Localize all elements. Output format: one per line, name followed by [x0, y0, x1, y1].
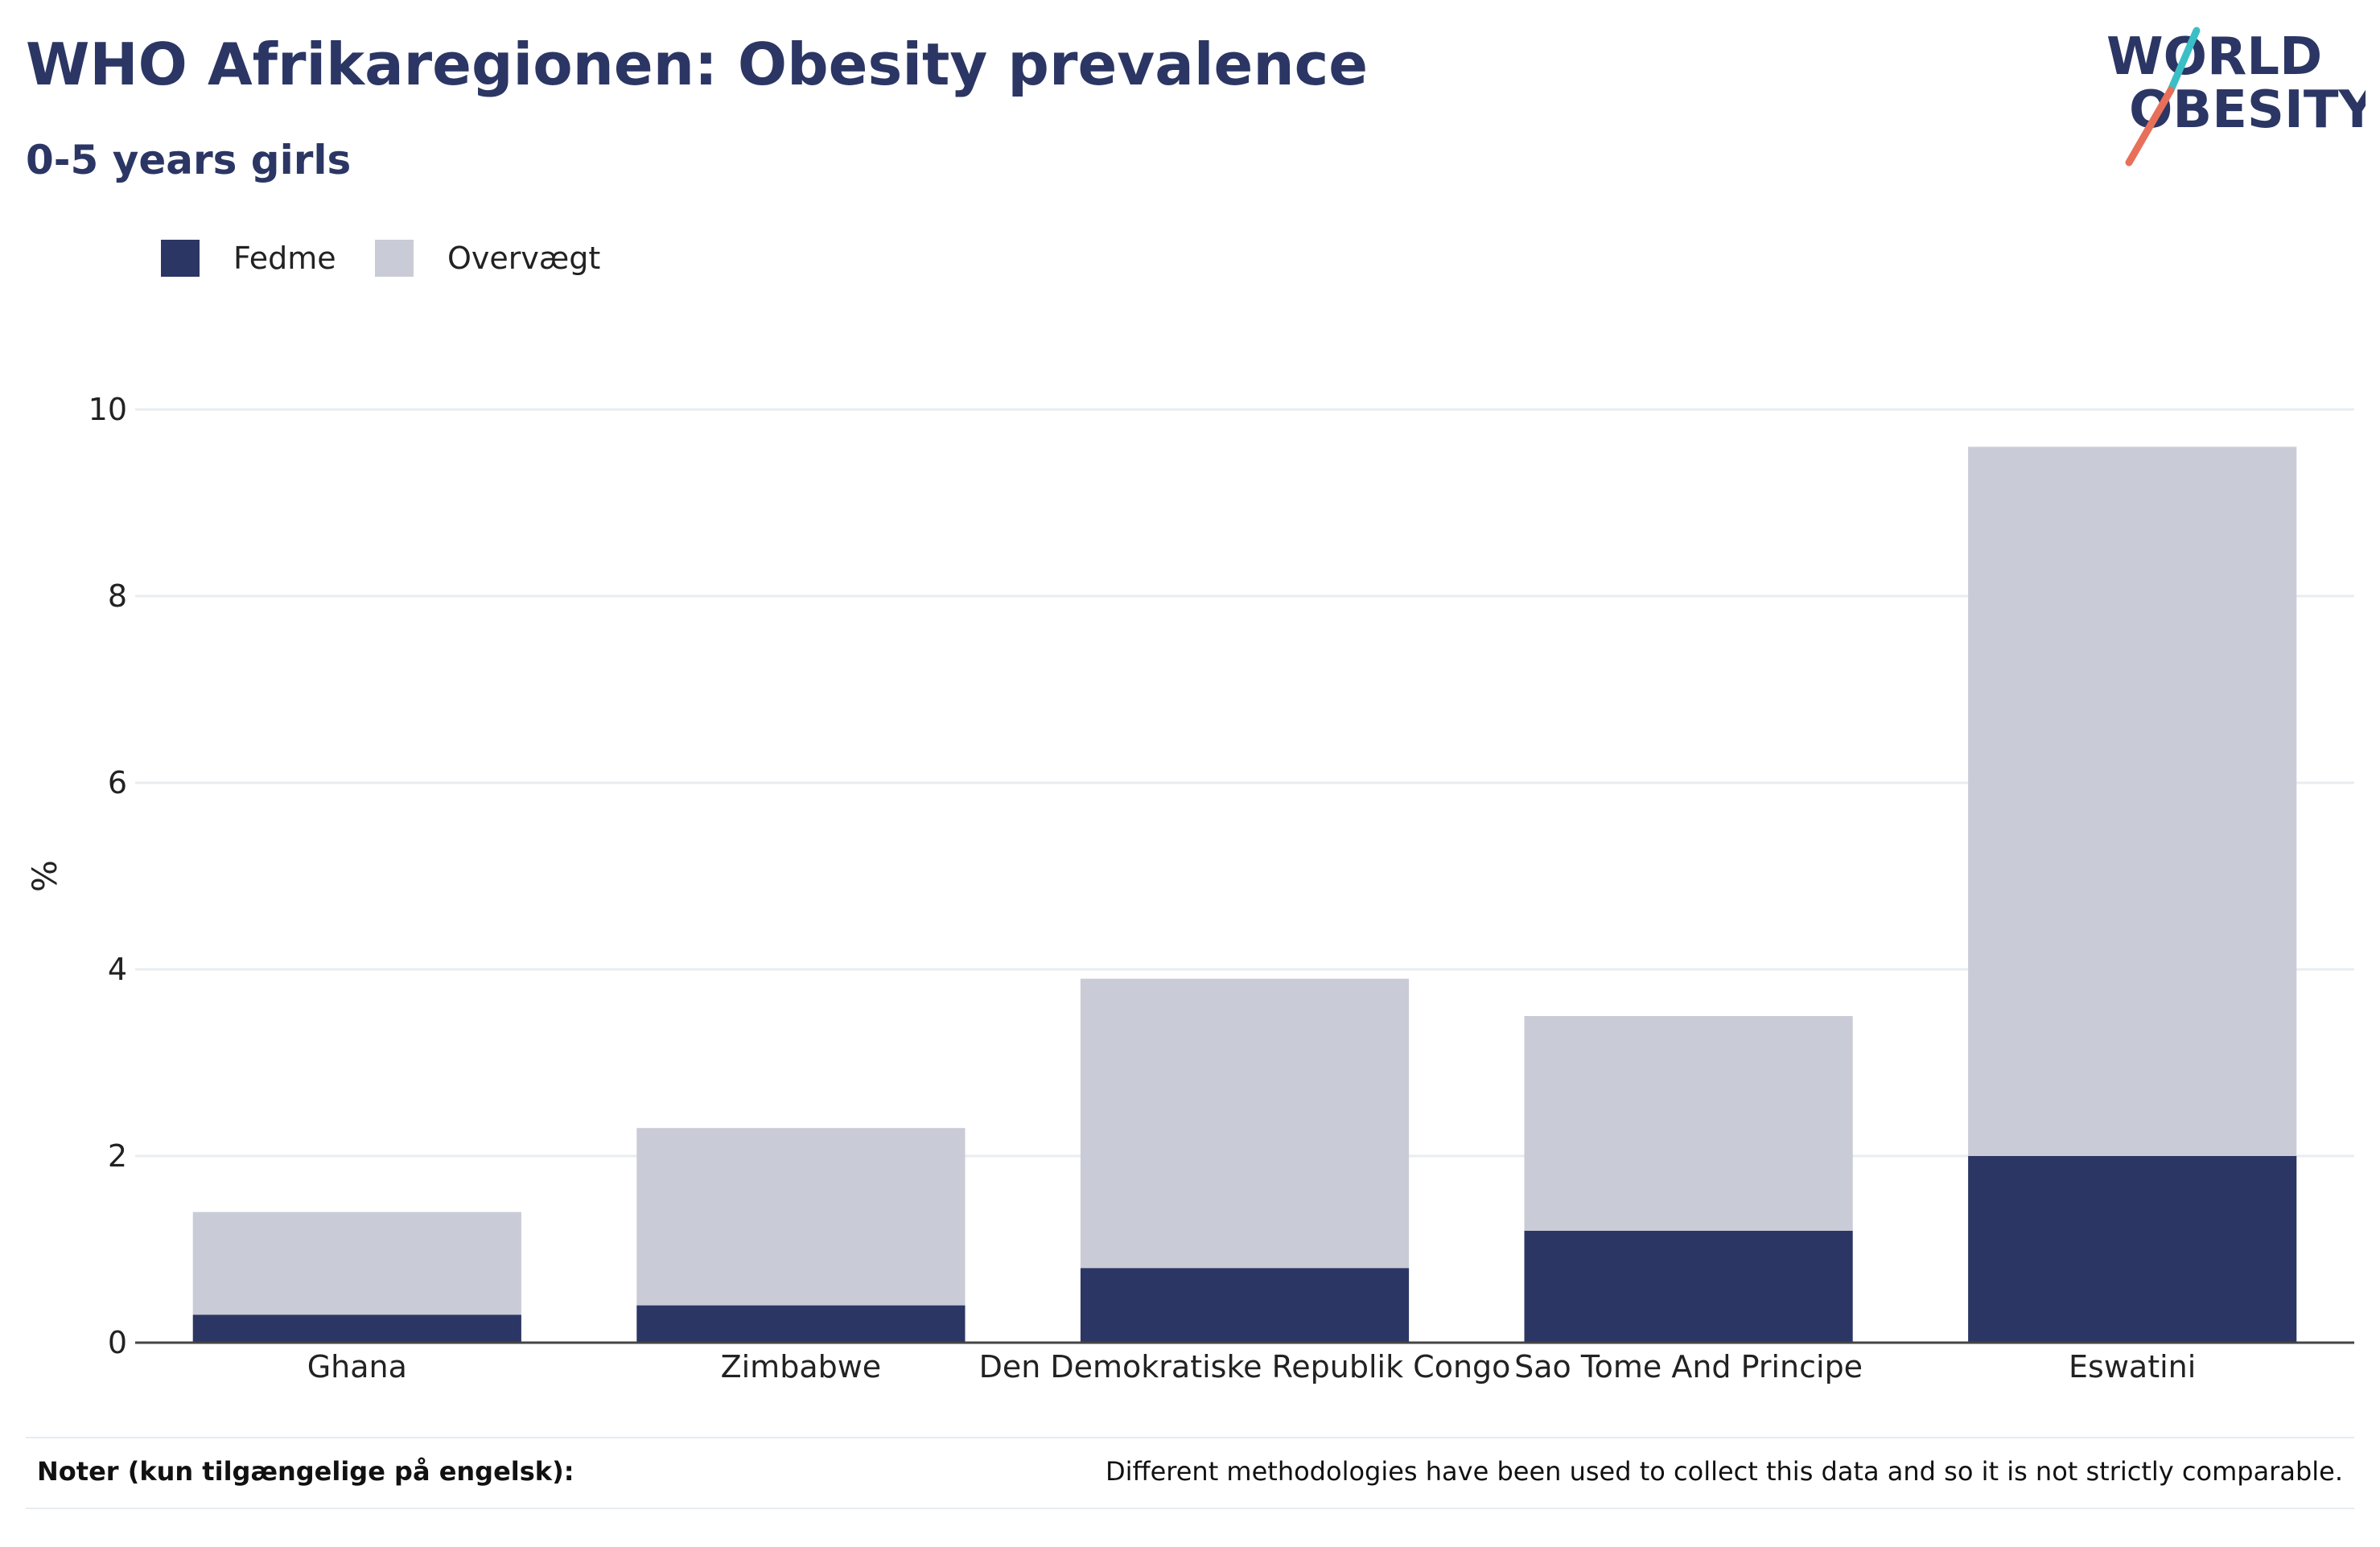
notes-text: Different methodologies have been used t… — [1106, 1456, 2343, 1487]
x-tick-label: Den Demokratiske Republik Congo — [979, 1349, 1511, 1384]
legend-swatch-overvaegt — [375, 240, 414, 277]
y-tick-label: 2 — [108, 1138, 127, 1174]
x-tick-label: Ghana — [307, 1349, 407, 1384]
bar-fedme — [1080, 1268, 1410, 1343]
world-obesity-logo: WORLD OBESITY — [2106, 27, 2366, 167]
bar-fedme — [1524, 1230, 1853, 1343]
bar-chart: 0 2 4 6 8 10% Ghana Zimbabwe Den Demokratiske Re… — [25, 392, 2354, 1384]
bar-overvaegt — [1968, 446, 2297, 1156]
logo-slash-bottom — [2125, 86, 2175, 167]
bar-overvaegt — [192, 1212, 521, 1315]
y-tick-label: 0 — [108, 1325, 127, 1360]
bar-fedme — [1968, 1156, 2297, 1343]
logo-line1: WORLD — [2106, 27, 2322, 87]
legend-label-overvaegt: Overvægt — [447, 241, 601, 276]
bar-overvaegt — [1524, 1016, 1853, 1231]
y-tick-label: 10 — [89, 392, 127, 427]
x-tick-label: Eswatini — [2069, 1349, 2196, 1384]
legend-label-fedme: Fedme — [233, 241, 336, 276]
notes-footer: Noter (kun tilgængelige på engelsk): Dif… — [26, 1437, 2354, 1509]
y-tick-label: 8 — [108, 578, 127, 614]
page-subtitle: 0-5 years girls — [26, 137, 352, 183]
bar-fedme — [636, 1305, 966, 1343]
notes-label: Noter (kun tilgængelige på engelsk): — [37, 1456, 574, 1487]
y-tick-label: 4 — [108, 952, 127, 987]
bar-overvaegt — [636, 1128, 966, 1306]
bar-fedme — [192, 1315, 521, 1343]
x-tick-label: Sao Tome And Principe — [1514, 1349, 1863, 1384]
legend-swatch-fedme — [161, 240, 200, 277]
logo-slash-top — [2167, 27, 2201, 94]
x-tick-label: Zimbabwe — [721, 1349, 882, 1384]
bar-overvaegt — [1080, 978, 1410, 1269]
y-axis-label: % — [25, 860, 64, 892]
y-tick-label: 6 — [108, 765, 127, 800]
page-title: WHO Afrikaregionen: Obesity prevalence — [26, 31, 1369, 98]
